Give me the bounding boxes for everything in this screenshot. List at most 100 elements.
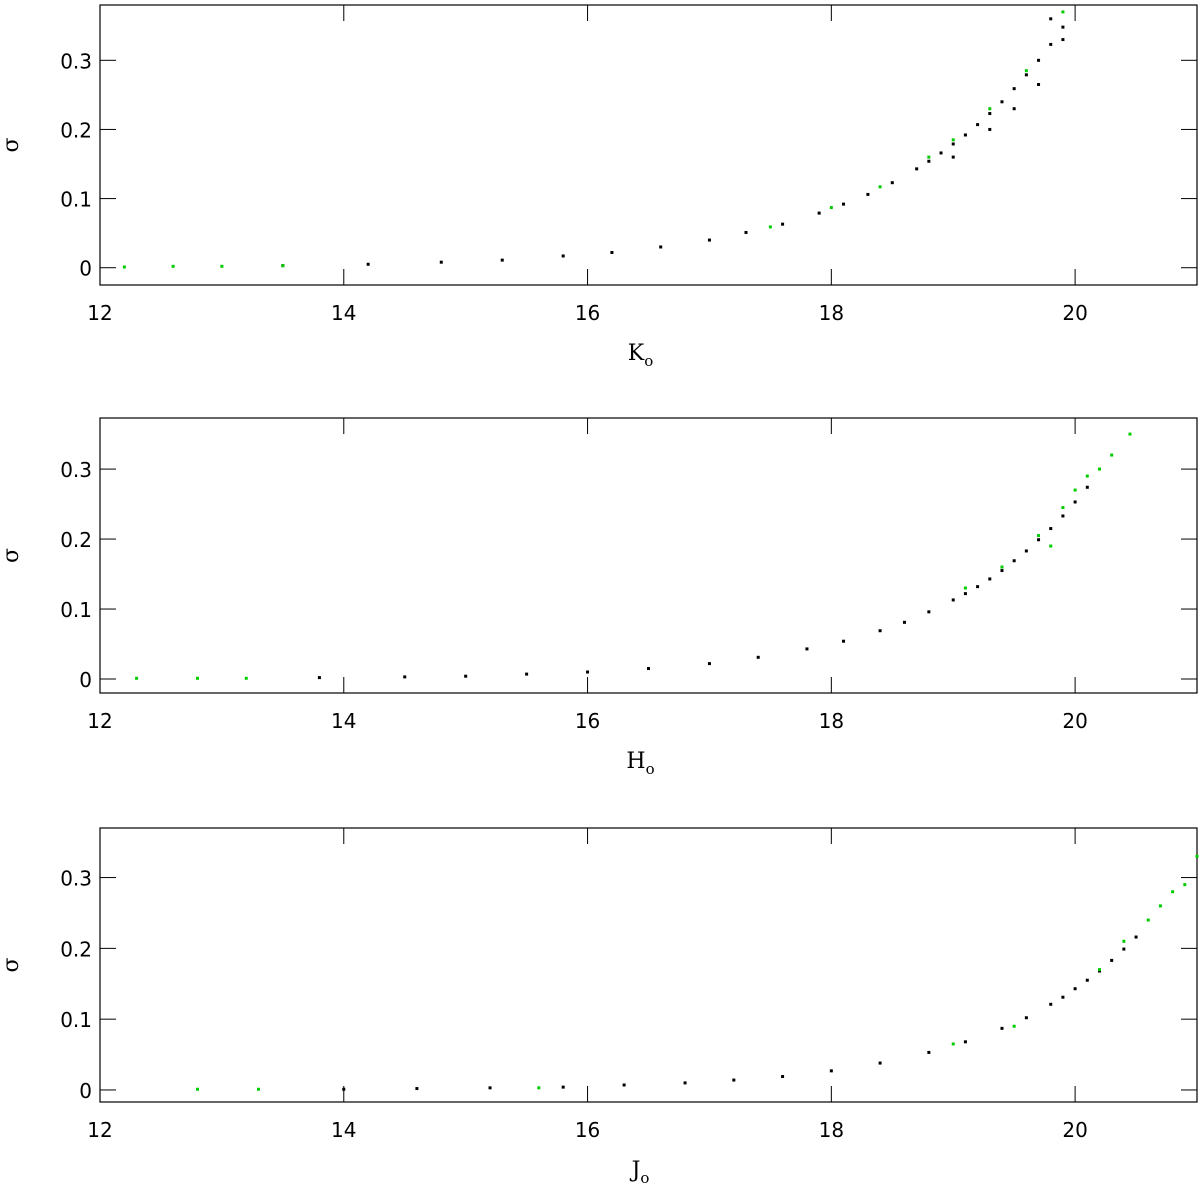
data-point [525, 672, 529, 676]
data-point [988, 112, 992, 116]
data-point [1012, 87, 1016, 91]
data-point [817, 211, 821, 215]
data-point [1049, 17, 1053, 21]
x-tick-label: 12 [87, 709, 112, 733]
x-tick-label: 18 [819, 709, 844, 733]
x-axis-label-sub: o [640, 1169, 649, 1187]
x-axis-label-sub: o [646, 760, 655, 778]
data-point [878, 185, 882, 189]
data-point [1000, 565, 1004, 569]
plot-frame [99, 417, 1198, 694]
data-point [976, 585, 980, 589]
y-tick-label: 0.1 [60, 188, 92, 212]
data-point [1037, 83, 1041, 87]
data-point [1122, 939, 1126, 943]
y-tick-label: 0.1 [60, 598, 92, 622]
data-point [366, 262, 370, 266]
panel: 12 14 16 18 20 0 0.1 0.2 0.3 Ho σ [0, 417, 1198, 778]
data-point [988, 577, 992, 581]
data-point [1037, 534, 1041, 538]
y-tick-label: 0.3 [60, 49, 92, 73]
data-point [866, 192, 870, 196]
data-point [951, 155, 955, 159]
data-point [1024, 69, 1028, 73]
data-point [1097, 968, 1101, 972]
data-point [927, 1050, 931, 1054]
x-tick-label: 20 [1062, 301, 1087, 325]
data-point [1146, 918, 1150, 922]
data-point [878, 629, 882, 633]
x-axis-label-main: H [626, 749, 645, 774]
data-point [963, 1040, 967, 1044]
data-point [488, 1086, 492, 1090]
x-tick-label: 18 [819, 1118, 844, 1142]
data-point [902, 620, 906, 624]
x-axis-label-main: J [630, 1158, 641, 1183]
x-tick-label: 12 [87, 1118, 112, 1142]
data-point [403, 675, 407, 679]
data-point [561, 254, 565, 258]
data-point [122, 265, 126, 269]
data-point [963, 133, 967, 137]
data-point [951, 1042, 955, 1046]
data-point [1195, 854, 1199, 858]
x-axis-label: Ko [628, 341, 653, 370]
data-point [196, 676, 200, 680]
data-point [1097, 467, 1101, 471]
data-point [586, 670, 590, 674]
plot-frame [99, 827, 1198, 1103]
x-axis-label-main: K [628, 341, 645, 366]
data-point [939, 151, 943, 155]
data-point [561, 1085, 565, 1089]
x-tick-label: 14 [331, 709, 356, 733]
data-point [781, 1075, 785, 1079]
data-point [927, 159, 931, 163]
data-point [622, 1083, 626, 1087]
y-tick-label: 0.1 [60, 1008, 92, 1032]
data-point [135, 676, 139, 680]
data-point [196, 1087, 200, 1091]
data-point [951, 142, 955, 146]
data-point [439, 260, 443, 264]
x-axis-label: Ho [626, 749, 654, 778]
data-point [1073, 987, 1077, 991]
data-point [610, 251, 614, 255]
data-point [707, 238, 711, 242]
data-point [464, 674, 468, 678]
data-point [1000, 569, 1004, 573]
data-point [1061, 995, 1065, 999]
data-point [1061, 10, 1065, 14]
data-point [1037, 538, 1041, 542]
data-point [281, 264, 285, 268]
data-point [1073, 500, 1077, 504]
data-point [781, 222, 785, 226]
data-point [732, 1078, 736, 1082]
data-point [951, 138, 955, 142]
data-point [1012, 559, 1016, 563]
data-point [220, 264, 224, 268]
data-point [1000, 1026, 1004, 1030]
data-point [988, 107, 992, 111]
data-point [1061, 506, 1065, 510]
panel: 12 14 16 18 20 0 0.1 0.2 0.3 Jo σ [0, 827, 1199, 1187]
data-point [744, 230, 748, 234]
data-point [1085, 978, 1089, 982]
x-tick-label: 20 [1062, 1118, 1087, 1142]
x-tick-label: 12 [87, 301, 112, 325]
data-point [1110, 958, 1114, 962]
data-point [317, 676, 321, 680]
data-point [244, 676, 248, 680]
y-tick-label: 0 [79, 1079, 92, 1103]
y-axis-label: σ [0, 957, 24, 972]
data-point [976, 123, 980, 127]
data-point [842, 639, 846, 643]
panel: 12 14 16 18 20 0 0.1 0.2 0.3 Ko σ [0, 4, 1198, 370]
y-tick-label: 0.2 [60, 528, 92, 552]
data-point [415, 1087, 419, 1091]
x-tick-label: 20 [1062, 709, 1087, 733]
data-point [805, 647, 809, 651]
data-point [342, 1087, 346, 1091]
data-point [1171, 890, 1175, 894]
